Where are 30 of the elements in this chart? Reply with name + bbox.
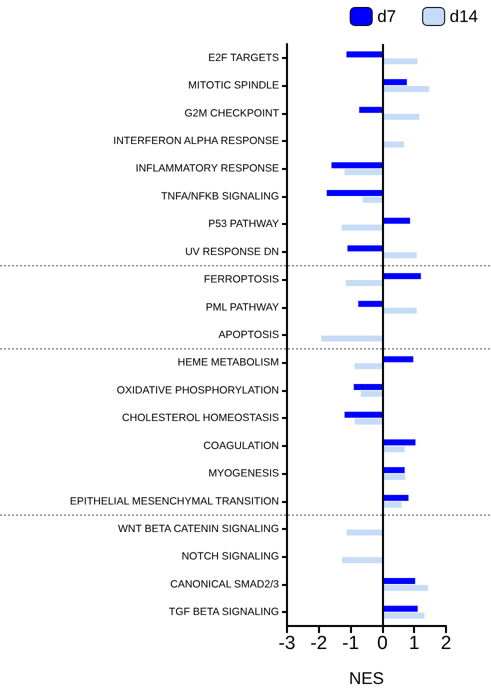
y-tick-label: MITOTIC SPINDLE bbox=[188, 80, 279, 92]
y-tick-label: CANONICAL SMAD2/3 bbox=[170, 578, 280, 590]
y-tick-label: TNFA/NFKB SIGNALING bbox=[161, 190, 279, 202]
y-tick-label: APOPTOSIS bbox=[218, 329, 279, 341]
y-tick-label: EPITHELIAL MESENCHYMAL TRANSITION bbox=[70, 495, 279, 508]
x-tick-label: 0 bbox=[377, 633, 388, 654]
y-tick-label: MYOGENESIS bbox=[208, 468, 279, 480]
y-tick-label: CHOLESTEROL HOMEOSTASIS bbox=[122, 412, 279, 424]
x-tick-label: -3 bbox=[278, 633, 296, 654]
x-tick-label: -1 bbox=[342, 633, 360, 654]
y-tick-label: WNT BETA CATENIN SIGNALING bbox=[118, 523, 279, 535]
x-tick-label: 2 bbox=[440, 633, 452, 654]
y-tick-label: E2F TARGETS bbox=[208, 52, 279, 64]
y-tick-label: NOTCH SIGNALING bbox=[182, 550, 279, 563]
x-axis-title: NES bbox=[349, 669, 384, 688]
y-tick-label: COAGULATION bbox=[203, 440, 279, 452]
y-tick-label: OXIDATIVE PHOSPHORYLATION bbox=[116, 384, 279, 396]
legend-label: d7 bbox=[377, 7, 396, 26]
y-tick-label: FERROPTOSIS bbox=[204, 274, 279, 286]
x-tick-label: -2 bbox=[310, 633, 328, 654]
y-tick-label: INTERFERON ALPHA RESPONSE bbox=[113, 135, 279, 147]
y-tick-label: P53 PATHWAY bbox=[208, 218, 279, 230]
y-tick-label: HEME METABOLISM bbox=[178, 356, 279, 369]
y-tick-label: TGF BETA SIGNALING bbox=[168, 606, 279, 618]
y-tick-label: PML PATHWAY bbox=[206, 301, 279, 314]
legend-label: d14 bbox=[450, 7, 478, 26]
y-tick-label: INFLAMMATORY RESPONSE bbox=[136, 162, 279, 175]
y-tick-label: UV RESPONSE DN bbox=[185, 246, 279, 258]
x-tick-label: 1 bbox=[408, 633, 420, 654]
y-tick-label: G2M CHECKPOINT bbox=[184, 107, 280, 120]
